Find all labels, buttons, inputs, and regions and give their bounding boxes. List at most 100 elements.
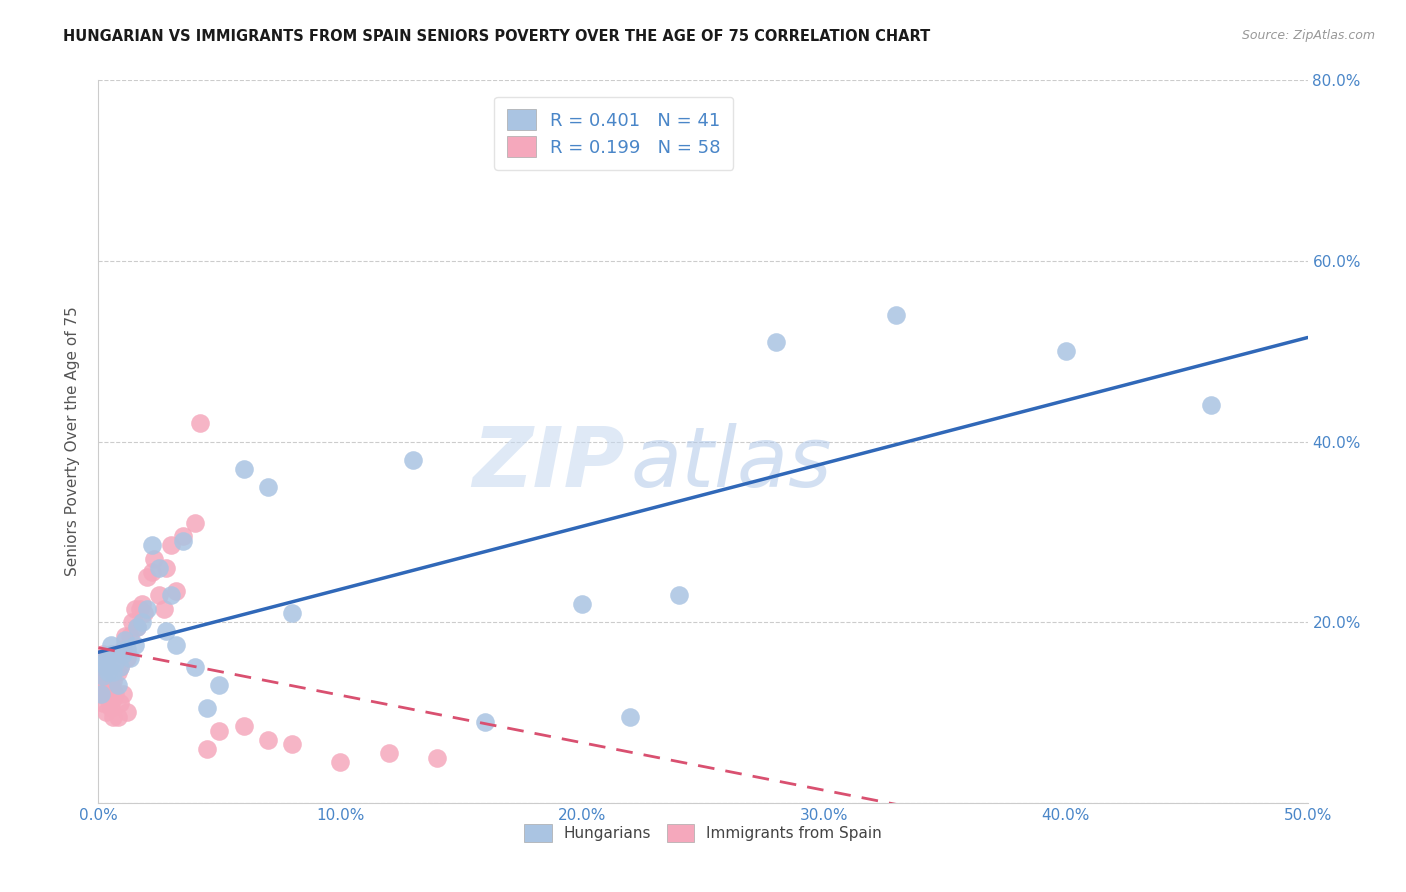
Point — [117, 642, 139, 657]
Point — [97, 656, 120, 670]
Point — [118, 651, 141, 665]
Point — [165, 638, 187, 652]
Point — [160, 538, 183, 552]
Point — [165, 583, 187, 598]
Point — [131, 597, 153, 611]
Point — [188, 417, 211, 431]
Point — [108, 660, 131, 674]
Point — [104, 687, 127, 701]
Point — [111, 642, 134, 657]
Point — [90, 687, 112, 701]
Point — [232, 461, 254, 475]
Point — [127, 620, 149, 634]
Point — [141, 538, 163, 552]
Legend: Hungarians, Immigrants from Spain: Hungarians, Immigrants from Spain — [516, 816, 890, 849]
Point — [100, 656, 122, 670]
Point — [256, 480, 278, 494]
Point — [208, 723, 231, 738]
Point — [152, 601, 174, 615]
Point — [90, 651, 112, 665]
Point — [148, 561, 170, 575]
Point — [91, 665, 114, 679]
Point — [329, 755, 352, 769]
Point — [114, 633, 136, 648]
Point — [100, 678, 122, 692]
Point — [155, 624, 177, 639]
Point — [101, 665, 124, 679]
Point — [94, 651, 117, 665]
Point — [134, 606, 156, 620]
Point — [426, 750, 449, 764]
Point — [148, 588, 170, 602]
Point — [121, 615, 143, 630]
Point — [91, 656, 114, 670]
Point — [135, 601, 157, 615]
Point — [91, 678, 114, 692]
Point — [94, 660, 117, 674]
Point — [94, 706, 117, 720]
Point — [195, 701, 218, 715]
Text: atlas: atlas — [630, 423, 832, 504]
Point — [100, 701, 122, 715]
Point — [571, 597, 593, 611]
Point — [94, 669, 117, 683]
Point — [104, 656, 127, 670]
Point — [91, 669, 114, 683]
Y-axis label: Seniors Poverty Over the Age of 75: Seniors Poverty Over the Age of 75 — [65, 307, 80, 576]
Point — [232, 719, 254, 733]
Point — [90, 660, 112, 674]
Point — [668, 588, 690, 602]
Point — [111, 647, 134, 661]
Point — [143, 552, 166, 566]
Point — [94, 687, 117, 701]
Point — [886, 308, 908, 322]
Point — [172, 533, 194, 548]
Point — [141, 566, 163, 580]
Point — [108, 660, 131, 674]
Point — [377, 746, 399, 760]
Point — [97, 665, 120, 679]
Text: HUNGARIAN VS IMMIGRANTS FROM SPAIN SENIORS POVERTY OVER THE AGE OF 75 CORRELATIO: HUNGARIAN VS IMMIGRANTS FROM SPAIN SENIO… — [63, 29, 931, 44]
Point — [117, 706, 139, 720]
Point — [128, 601, 150, 615]
Point — [124, 638, 146, 652]
Point — [111, 687, 134, 701]
Point — [91, 697, 114, 711]
Point — [107, 678, 129, 692]
Point — [101, 673, 124, 688]
Point — [118, 629, 141, 643]
Point — [1054, 344, 1077, 359]
Point — [91, 647, 114, 661]
Point — [114, 629, 136, 643]
Point — [101, 710, 124, 724]
Point — [160, 588, 183, 602]
Point — [94, 651, 117, 665]
Point — [1199, 398, 1222, 412]
Point — [402, 452, 425, 467]
Point — [107, 710, 129, 724]
Point — [195, 741, 218, 756]
Point — [474, 714, 496, 729]
Point — [108, 697, 131, 711]
Point — [101, 692, 124, 706]
Text: ZIP: ZIP — [472, 423, 624, 504]
Point — [127, 620, 149, 634]
Point — [97, 692, 120, 706]
Point — [100, 647, 122, 661]
Point — [184, 516, 207, 530]
Point — [281, 606, 304, 620]
Point — [172, 529, 194, 543]
Point — [97, 673, 120, 688]
Point — [281, 737, 304, 751]
Point — [124, 601, 146, 615]
Point — [100, 638, 122, 652]
Text: Source: ZipAtlas.com: Source: ZipAtlas.com — [1241, 29, 1375, 42]
Point — [184, 660, 207, 674]
Point — [90, 687, 112, 701]
Point — [765, 335, 787, 350]
Point — [104, 656, 127, 670]
Point — [155, 561, 177, 575]
Point — [208, 678, 231, 692]
Point — [131, 615, 153, 630]
Point — [135, 570, 157, 584]
